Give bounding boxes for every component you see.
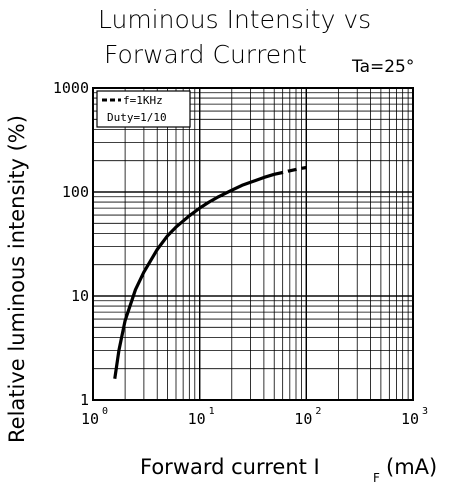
grid [92, 87, 414, 401]
plot-frame [92, 87, 414, 401]
x-tick-label-exponent: 2 [315, 406, 321, 417]
legend: f=1KHz Duty=1/10 [96, 90, 191, 128]
series-line-dashed [273, 165, 307, 176]
chart-title-line1: Luminous Intensity vs [98, 5, 371, 34]
x-axis-label-main: Forward current I [140, 455, 320, 479]
series-group [113, 165, 307, 380]
x-tick-label-exponent: 3 [422, 406, 428, 417]
x-tick-label-exponent: 0 [102, 406, 108, 417]
x-tick-label-base: 10 [81, 410, 99, 428]
x-axis-label-subscript: F [373, 471, 380, 485]
legend-box [96, 90, 191, 128]
y-tick-label: 1000 [53, 79, 89, 97]
x-tick-label-base: 10 [294, 410, 312, 428]
chart-title-line2: Forward Current [104, 40, 307, 69]
x-tick-label-base: 10 [401, 410, 419, 428]
x-tick-label-exponent: 1 [209, 406, 215, 417]
legend-label-duty: Duty=1/10 [107, 111, 167, 124]
series-line-solid [113, 172, 275, 380]
y-tick-label: 100 [62, 183, 89, 201]
x-axis-label-unit: (mA) [386, 455, 437, 479]
y-axis-label: Relative luminous intensity (%) [5, 115, 29, 443]
x-tick-label-base: 10 [188, 410, 206, 428]
x-axis-label: Forward current I F (mA) [140, 455, 437, 485]
temperature-condition: Ta=25° [351, 57, 414, 77]
y-tick-label: 10 [71, 287, 89, 305]
y-tick-label: 1 [80, 391, 89, 409]
legend-label-frequency: f=1KHz [123, 94, 163, 107]
